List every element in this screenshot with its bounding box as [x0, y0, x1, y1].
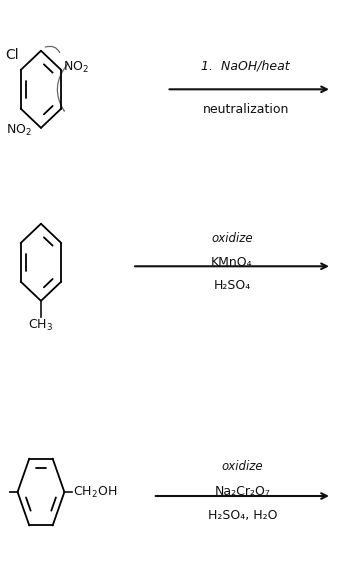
Text: KMnO₄: KMnO₄ — [211, 255, 253, 268]
FancyArrowPatch shape — [45, 46, 60, 52]
Text: $\mathregular{CH_3}$: $\mathregular{CH_3}$ — [28, 318, 53, 333]
Text: Cl: Cl — [5, 47, 19, 62]
Text: Na₂Cr₂O₇: Na₂Cr₂O₇ — [214, 484, 270, 498]
Text: H₂SO₄: H₂SO₄ — [213, 279, 251, 292]
Text: $\mathregular{CH_2OH}$: $\mathregular{CH_2OH}$ — [73, 484, 117, 499]
Text: $\mathregular{NO_2}$: $\mathregular{NO_2}$ — [6, 123, 32, 138]
FancyArrowPatch shape — [57, 64, 68, 111]
Text: neutralization: neutralization — [203, 104, 289, 116]
Text: H₂SO₄, H₂O: H₂SO₄, H₂O — [208, 509, 277, 522]
Text: 1.  NaOH/heat: 1. NaOH/heat — [202, 59, 290, 72]
Polygon shape — [16, 445, 66, 539]
Text: oxidize: oxidize — [211, 233, 253, 245]
Text: oxidize: oxidize — [221, 461, 263, 473]
Text: $\mathregular{NO_2}$: $\mathregular{NO_2}$ — [63, 60, 89, 75]
